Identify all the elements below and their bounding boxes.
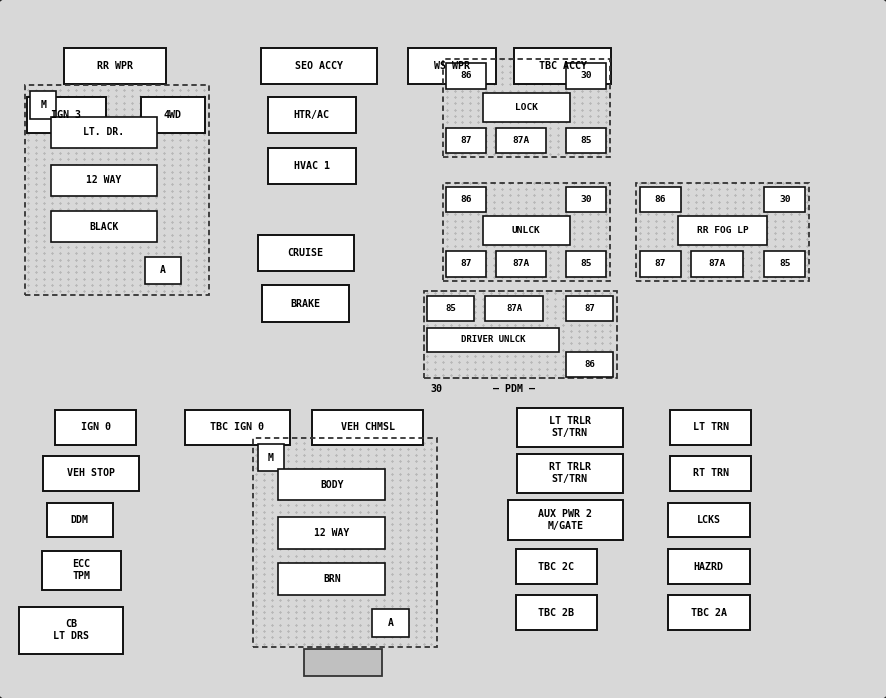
Text: 85: 85 bbox=[779, 260, 790, 269]
Bar bbox=[42, 551, 121, 590]
Bar bbox=[19, 607, 123, 654]
Bar bbox=[636, 183, 809, 281]
Text: SEO ACCY: SEO ACCY bbox=[295, 61, 343, 71]
Bar bbox=[447, 187, 486, 212]
Bar bbox=[424, 291, 617, 378]
Bar bbox=[668, 595, 750, 630]
Text: LT TRN: LT TRN bbox=[693, 422, 728, 432]
Text: 30: 30 bbox=[580, 71, 592, 80]
Bar bbox=[496, 128, 547, 153]
Bar bbox=[185, 410, 290, 445]
Bar bbox=[253, 438, 437, 647]
Bar bbox=[65, 48, 166, 84]
Text: 12 WAY: 12 WAY bbox=[87, 175, 121, 186]
Bar bbox=[670, 456, 751, 491]
Text: AUX PWR 2
M/GATE: AUX PWR 2 M/GATE bbox=[539, 510, 592, 530]
Bar bbox=[486, 296, 543, 321]
Text: M: M bbox=[40, 100, 46, 110]
Bar bbox=[144, 257, 182, 284]
Text: A: A bbox=[388, 618, 393, 628]
Text: 86: 86 bbox=[584, 360, 595, 369]
Bar bbox=[278, 517, 385, 549]
Bar bbox=[678, 216, 767, 246]
Text: 87: 87 bbox=[655, 260, 666, 269]
Text: VEH CHMSL: VEH CHMSL bbox=[341, 422, 394, 432]
Text: IGN 3: IGN 3 bbox=[51, 110, 82, 120]
Text: 85: 85 bbox=[580, 260, 592, 269]
Text: TBC IGN 0: TBC IGN 0 bbox=[211, 422, 264, 432]
Text: HAZRD: HAZRD bbox=[694, 562, 724, 572]
Text: 87: 87 bbox=[584, 304, 595, 313]
Bar bbox=[691, 251, 743, 276]
Bar bbox=[43, 456, 139, 491]
Text: 87: 87 bbox=[461, 136, 472, 145]
Text: CB
LT DRS: CB LT DRS bbox=[53, 620, 89, 641]
Bar bbox=[447, 64, 486, 89]
Text: LCKS: LCKS bbox=[696, 515, 721, 525]
Text: 4WD: 4WD bbox=[164, 110, 182, 120]
Bar bbox=[483, 93, 570, 122]
Text: A: A bbox=[160, 265, 166, 276]
Text: UNLCK: UNLCK bbox=[512, 226, 540, 235]
Text: HVAC 1: HVAC 1 bbox=[294, 161, 330, 171]
Bar bbox=[443, 183, 610, 281]
Text: TBC 2C: TBC 2C bbox=[539, 562, 574, 572]
Text: 87A: 87A bbox=[513, 136, 530, 145]
Text: 30: 30 bbox=[580, 195, 592, 204]
Text: 87: 87 bbox=[461, 260, 472, 269]
Bar bbox=[443, 59, 610, 157]
Bar bbox=[496, 251, 547, 276]
Text: VEH STOP: VEH STOP bbox=[67, 468, 115, 478]
Bar bbox=[304, 649, 382, 676]
Bar bbox=[25, 85, 209, 295]
Text: BLACK: BLACK bbox=[89, 221, 119, 232]
Text: 86: 86 bbox=[655, 195, 666, 204]
Bar bbox=[668, 549, 750, 584]
Bar bbox=[30, 91, 56, 119]
Bar bbox=[268, 148, 356, 184]
Text: HTR/AC: HTR/AC bbox=[294, 110, 330, 120]
Text: DDM: DDM bbox=[71, 515, 89, 525]
Bar bbox=[566, 251, 606, 276]
Text: TBC 2A: TBC 2A bbox=[691, 608, 727, 618]
Text: BRN: BRN bbox=[323, 574, 340, 584]
Text: 86: 86 bbox=[461, 71, 472, 80]
Text: LT. DR.: LT. DR. bbox=[83, 127, 125, 138]
Bar bbox=[764, 251, 805, 276]
Bar bbox=[516, 549, 597, 584]
Bar bbox=[427, 296, 474, 321]
Bar bbox=[51, 117, 158, 148]
Text: – PDM –: – PDM – bbox=[493, 385, 535, 394]
Text: 86: 86 bbox=[461, 195, 472, 204]
Text: M: M bbox=[268, 452, 274, 463]
Text: LOCK: LOCK bbox=[515, 103, 538, 112]
Bar bbox=[566, 296, 613, 321]
Bar bbox=[516, 595, 597, 630]
Text: BRAKE: BRAKE bbox=[291, 299, 321, 309]
Text: 12 WAY: 12 WAY bbox=[315, 528, 349, 538]
Bar bbox=[51, 211, 158, 242]
Bar bbox=[55, 410, 136, 445]
Text: BODY: BODY bbox=[320, 480, 344, 490]
Text: 85: 85 bbox=[445, 304, 456, 313]
Bar bbox=[51, 165, 158, 196]
Bar bbox=[483, 216, 570, 246]
Bar bbox=[372, 609, 409, 637]
Bar bbox=[514, 48, 611, 84]
Text: CRUISE: CRUISE bbox=[288, 248, 323, 258]
Bar bbox=[46, 503, 113, 537]
Bar bbox=[566, 187, 606, 212]
Bar bbox=[447, 251, 486, 276]
Text: ECC
TPM: ECC TPM bbox=[73, 560, 90, 581]
Text: 87A: 87A bbox=[513, 260, 530, 269]
Bar bbox=[508, 500, 623, 540]
Bar bbox=[566, 64, 606, 89]
Bar bbox=[27, 97, 106, 133]
Text: 30: 30 bbox=[779, 195, 790, 204]
Bar bbox=[517, 454, 623, 493]
Bar bbox=[408, 48, 496, 84]
Bar bbox=[640, 251, 681, 276]
Bar bbox=[517, 408, 623, 447]
Bar bbox=[268, 97, 356, 133]
